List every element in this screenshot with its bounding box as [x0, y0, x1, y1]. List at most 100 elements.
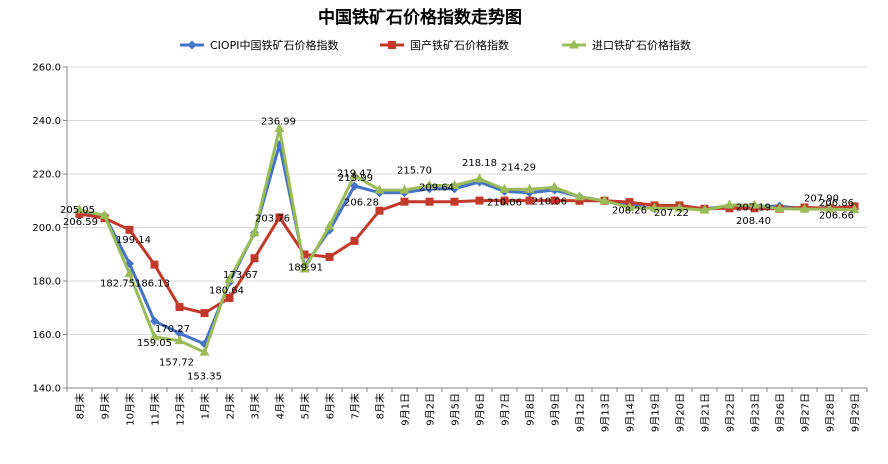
- data-point: [224, 273, 235, 283]
- data-label: 180.64: [209, 285, 244, 296]
- x-tick-label: 3月末: [249, 393, 262, 419]
- y-tick-label: 240.0: [32, 116, 61, 127]
- x-tick-label: 7月末: [349, 393, 362, 419]
- data-point: [150, 260, 159, 269]
- data-point: [250, 254, 259, 263]
- x-tick-label: 9月末: [99, 393, 112, 419]
- x-tick-label: 4月末: [274, 393, 287, 419]
- data-label: 205.05: [60, 205, 95, 216]
- data-point: [450, 197, 459, 206]
- x-tick-label: 11月末: [149, 393, 162, 426]
- data-point: [475, 196, 484, 205]
- data-point: [324, 220, 335, 230]
- data-point: [599, 195, 610, 205]
- data-label: 207.19: [736, 202, 771, 213]
- y-tick-label: 180.0: [32, 277, 61, 288]
- legend-item-3: 进口铁矿石价格指数: [562, 38, 691, 52]
- data-point: [574, 191, 585, 201]
- x-tick-label: 9月23日: [750, 393, 762, 432]
- data-label: 206.86: [819, 198, 854, 209]
- x-tick-label: 9月5日: [450, 393, 462, 426]
- series-2: [75, 196, 859, 318]
- data-point: [74, 204, 85, 214]
- data-point: [149, 331, 160, 341]
- data-point: [524, 183, 535, 193]
- data-point: [649, 202, 660, 212]
- data-point: [274, 123, 285, 133]
- y-axis: 140.0 160.0 180.0 200.0 220.0 240.0 260.0: [32, 63, 68, 395]
- data-point: [499, 183, 510, 193]
- legend-label: 进口铁矿石价格指数: [592, 38, 691, 52]
- series-1: [75, 140, 859, 349]
- x-tick-label: 9月28日: [825, 393, 837, 432]
- x-tick-label: 6月末: [324, 393, 337, 419]
- data-label: 189.91: [288, 263, 323, 274]
- x-tick-label: 9月14日: [625, 393, 637, 432]
- legend: CIOPI中国铁矿石价格指数 国产铁矿石价格指数 进口铁矿石价格指数: [180, 38, 691, 52]
- data-point: [124, 268, 135, 278]
- data-label: 157.72: [159, 358, 194, 369]
- data-label: 206.28: [344, 198, 379, 209]
- x-tick-label: 2月末: [224, 393, 237, 419]
- data-point: [349, 169, 360, 179]
- data-label: 210.06: [532, 197, 567, 208]
- data-point: [424, 180, 435, 190]
- data-label: 214.29: [501, 162, 536, 173]
- x-axis: 8月末 9月末 10月末 11月末 12月末 1月末 2月末 3月末 4月末 5月末 6月末 7月末 8…: [66, 387, 868, 432]
- data-point: [674, 202, 685, 212]
- data-point: [749, 199, 760, 209]
- data-point: [175, 328, 184, 338]
- data-point: [569, 39, 579, 49]
- x-tick-label: 10月末: [124, 393, 137, 426]
- data-point: [150, 316, 159, 326]
- plot-area: [74, 123, 860, 356]
- data-label: 170.27: [155, 324, 190, 335]
- data-label: 210.06: [487, 198, 522, 209]
- x-tick-label: 9月13日: [600, 393, 612, 432]
- y-tick-label: 200.0: [32, 223, 61, 234]
- data-point: [300, 250, 309, 259]
- data-label: 213.99: [338, 173, 373, 184]
- data-point: [199, 346, 210, 356]
- x-tick-label: 9月9日: [550, 393, 562, 426]
- data-point: [525, 196, 534, 205]
- data-label: 206.59: [63, 217, 98, 228]
- data-point: [724, 199, 735, 209]
- data-label: 206.66: [819, 211, 854, 222]
- data-point: [799, 203, 810, 213]
- chart-title: 中国铁矿石价格指数走势图: [318, 7, 522, 28]
- x-tick-label: 9月19日: [650, 393, 662, 432]
- x-tick-label: 8月末: [374, 393, 387, 419]
- legend-item-1: CIOPI中国铁矿石价格指数: [180, 38, 338, 52]
- gridlines: [67, 66, 867, 389]
- x-tick-label: 5月末: [299, 393, 312, 419]
- data-label: 203.76: [255, 213, 290, 224]
- data-point: [75, 209, 84, 218]
- series-line: [79, 127, 855, 354]
- data-label: 218.18: [462, 158, 497, 169]
- series-3: [74, 123, 860, 356]
- data-point: [824, 203, 835, 213]
- x-tick-label: 9月12日: [575, 393, 587, 432]
- x-tick-label: 9月27日: [800, 393, 812, 432]
- y-tick-label: 140.0: [32, 384, 61, 395]
- data-label: 215.70: [397, 166, 432, 177]
- data-point: [375, 206, 384, 215]
- y-tick-label: 220.0: [32, 170, 61, 181]
- data-point: [374, 184, 385, 194]
- data-label: 159.05: [137, 338, 172, 349]
- data-label: 207.90: [804, 193, 839, 204]
- data-point: [350, 181, 359, 191]
- y-tick-label: 260.0: [32, 63, 61, 74]
- data-point: [388, 41, 396, 49]
- data-point: [225, 293, 234, 302]
- data-label: 208.40: [736, 216, 771, 227]
- data-point: [624, 201, 635, 211]
- x-tick-label: 9月20日: [675, 393, 687, 432]
- x-tick-label: 9月1日: [400, 393, 412, 426]
- data-point: [400, 197, 409, 206]
- x-tick-label: 9月29日: [850, 393, 862, 432]
- data-point: [550, 196, 559, 205]
- x-tick-label: 9月21日: [700, 393, 712, 432]
